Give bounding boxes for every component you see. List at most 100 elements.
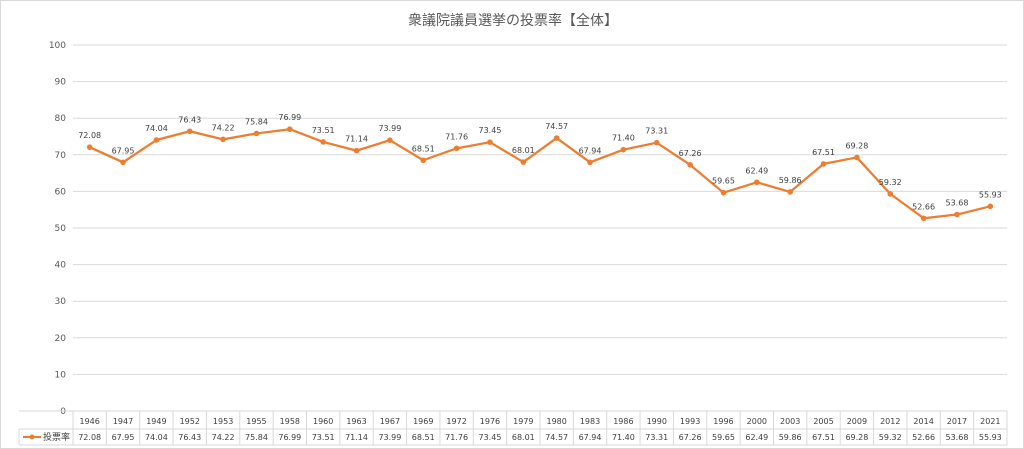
data-label: 72.08 (78, 131, 101, 140)
data-label: 68.01 (512, 146, 535, 155)
data-label: 53.68 (946, 199, 969, 208)
data-label: 67.95 (112, 146, 135, 155)
x-category-label: 1953 (213, 417, 233, 426)
data-point (820, 161, 827, 167)
data-point (620, 146, 627, 153)
y-axis: 0 10 20 30 40 50 60 70 80 90 100 (49, 41, 66, 417)
x-category-label: 1947 (113, 417, 133, 426)
data-label: 76.99 (278, 113, 301, 122)
x-category-label: 1958 (280, 417, 300, 426)
data-point (86, 144, 93, 150)
x-category-label: 1990 (647, 417, 667, 426)
data-table: 1946 72.08 1947 67.95 1949 74.04 1952 76.43 1953… (18, 410, 1008, 446)
y-tick-label: 100 (49, 41, 66, 51)
table-value-cell: 62.49 (745, 433, 768, 442)
data-label: 59.65 (712, 177, 735, 186)
data-point (287, 126, 293, 133)
table-value-cell: 73.31 (645, 433, 668, 442)
data-label: 73.31 (645, 127, 668, 136)
data-label: 74.04 (145, 124, 168, 133)
table-value-cell: 67.95 (112, 433, 135, 442)
table-value-cell: 59.65 (712, 433, 735, 442)
table-value-cell: 67.51 (812, 433, 835, 442)
y-tick-label: 20 (55, 334, 67, 344)
y-tick-label: 70 (55, 151, 67, 161)
data-label: 73.45 (479, 126, 502, 135)
data-label: 71.40 (612, 134, 635, 143)
x-category-label: 1946 (79, 417, 99, 426)
x-category-label: 1980 (546, 417, 566, 426)
data-point (954, 211, 960, 218)
table-value-cell: 76.99 (278, 433, 301, 442)
data-point (353, 147, 360, 154)
x-category-label: 2009 (847, 417, 867, 426)
gridlines (73, 44, 1007, 375)
data-point (320, 139, 326, 145)
data-label: 74.22 (212, 123, 235, 132)
table-value-cell: 52.66 (912, 433, 935, 442)
y-tick-label: 80 (55, 114, 67, 124)
x-category-label: 1979 (513, 417, 533, 426)
data-label: 67.94 (579, 146, 602, 155)
series-投票率: 72.08 67.95 74.04 76.43 74.22 75.84 76.99 73.51… (78, 113, 1002, 222)
table-value-cell: 76.43 (178, 433, 201, 442)
data-point (854, 154, 860, 161)
table-value-cell: 73.99 (378, 433, 401, 442)
table-value-cell: 68.51 (412, 433, 435, 442)
x-category-label: 1996 (713, 417, 733, 426)
data-label: 75.84 (245, 117, 268, 126)
x-category-label: 1949 (146, 417, 166, 426)
x-category-label: 1983 (580, 417, 600, 426)
x-category-label: 1976 (480, 417, 500, 426)
data-point (520, 159, 527, 165)
data-point (987, 203, 994, 210)
x-category-label: 1993 (680, 417, 700, 426)
table-value-cell: 72.08 (78, 433, 101, 442)
data-point (253, 130, 260, 137)
x-category-label: 2005 (813, 417, 833, 426)
table-value-cell: 67.26 (679, 433, 702, 442)
data-label: 55.93 (979, 190, 1002, 199)
data-label: 67.26 (679, 149, 702, 158)
legend-marker-swatch (29, 434, 35, 440)
table-value-cell: 55.93 (979, 433, 1002, 442)
y-tick-label: 10 (55, 370, 67, 380)
data-label: 74.57 (545, 122, 568, 131)
table-value-cell: 71.40 (612, 433, 635, 442)
data-label: 52.66 (912, 202, 935, 211)
data-point (420, 157, 427, 164)
data-point (153, 137, 160, 143)
table-value-cell: 73.51 (312, 433, 335, 442)
data-label: 71.76 (445, 132, 468, 141)
data-label: 69.28 (845, 141, 868, 150)
x-category-label: 2014 (913, 417, 933, 426)
data-point (887, 191, 894, 197)
x-category-label: 1972 (446, 417, 466, 426)
data-label: 73.51 (312, 126, 335, 135)
x-category-label: 1963 (346, 417, 366, 426)
data-point (587, 159, 593, 166)
y-tick-label: 30 (55, 297, 67, 307)
x-category-label: 2017 (947, 417, 967, 426)
data-point (453, 145, 460, 152)
data-point (186, 128, 193, 135)
data-point (220, 136, 226, 143)
data-label: 62.49 (745, 166, 768, 175)
table-value-cell: 59.86 (779, 433, 802, 442)
data-label: 71.14 (345, 135, 368, 144)
x-category-label: 2003 (780, 417, 800, 426)
series-line (89, 128, 991, 220)
data-point (720, 189, 727, 196)
x-category-label: 1952 (180, 417, 200, 426)
x-category-label: 1955 (246, 417, 266, 426)
y-tick-label: 90 (55, 78, 67, 88)
table-value-cell: 68.01 (512, 433, 535, 442)
legend-series-name: 投票率 (43, 431, 70, 443)
table-value-cell: 67.94 (579, 433, 602, 442)
table-value-cell: 73.45 (479, 433, 502, 442)
data-point (387, 137, 393, 143)
table-value-cell: 71.76 (445, 433, 468, 442)
data-point (754, 179, 760, 186)
